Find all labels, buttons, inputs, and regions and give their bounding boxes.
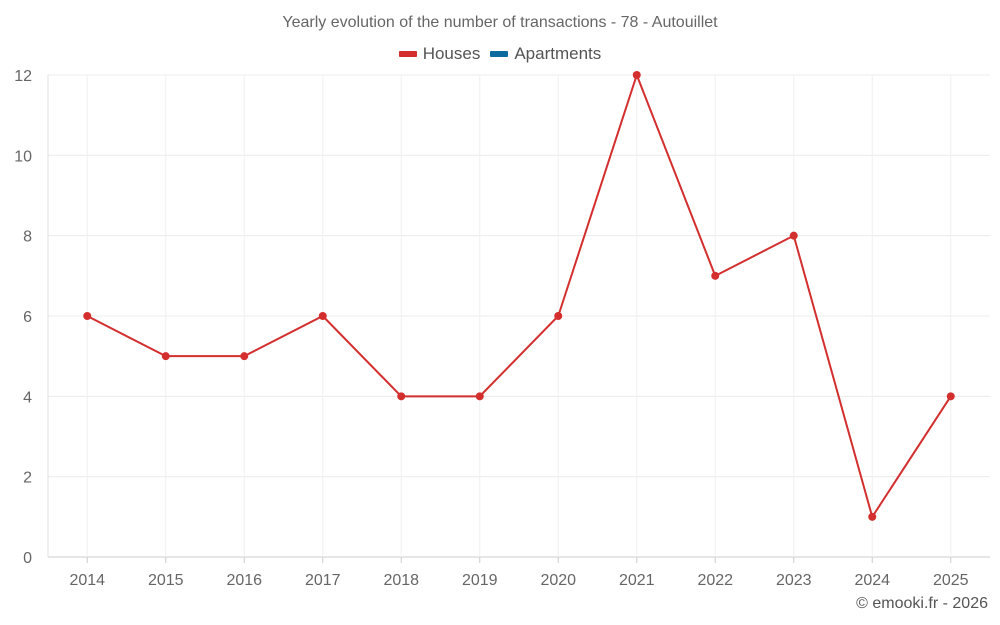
x-tick-label: 2015	[148, 572, 184, 589]
x-tick-label: 2022	[697, 572, 733, 589]
legend-swatch-apartments	[490, 51, 509, 57]
data-point-houses	[632, 71, 641, 79]
data-point-houses	[946, 392, 955, 401]
y-tick-label: 0	[23, 550, 32, 567]
legend-swatch-houses	[398, 51, 417, 57]
x-tick-label: 2021	[619, 572, 655, 589]
legend-label-houses: Houses	[422, 44, 481, 63]
data-point-houses	[83, 312, 92, 320]
x-tick-label: 2018	[383, 572, 419, 589]
data-point-houses	[789, 231, 798, 240]
x-tick-label: 2017	[305, 572, 341, 589]
data-point-houses	[554, 312, 563, 320]
data-point-houses	[397, 392, 406, 401]
x-tick-label: 2020	[540, 572, 576, 589]
data-point-houses	[318, 312, 327, 320]
data-point-houses	[868, 512, 877, 521]
x-tick-label: 2025	[933, 572, 969, 589]
data-point-houses	[161, 352, 170, 361]
x-tick-label: 2024	[854, 572, 890, 589]
legend-label-apartments: Apartments	[514, 44, 602, 63]
x-tick-label: 2014	[69, 572, 105, 589]
credit-text: © emooki.fr - 2026	[856, 595, 988, 612]
x-tick-label: 2016	[226, 572, 262, 589]
data-point-houses	[475, 392, 484, 401]
chart-legend: Houses Apartments	[0, 44, 1000, 64]
y-tick-label: 4	[23, 389, 32, 406]
legend-item-apartments[interactable]: Apartments	[490, 44, 601, 64]
x-tick-label: 2019	[462, 572, 498, 589]
y-tick-label: 8	[23, 229, 32, 246]
y-tick-label: 10	[14, 148, 32, 165]
y-tick-label: 2	[23, 470, 32, 487]
series-line-houses	[86, 72, 952, 520]
chart-title: Yearly evolution of the number of transa…	[282, 14, 718, 31]
data-point-houses	[711, 271, 720, 280]
data-point-houses	[240, 352, 249, 361]
legend-item-houses[interactable]: Houses	[398, 44, 481, 64]
y-tick-label: 12	[14, 68, 32, 85]
x-tick-label: 2023	[776, 572, 812, 589]
y-tick-label: 6	[23, 309, 32, 326]
